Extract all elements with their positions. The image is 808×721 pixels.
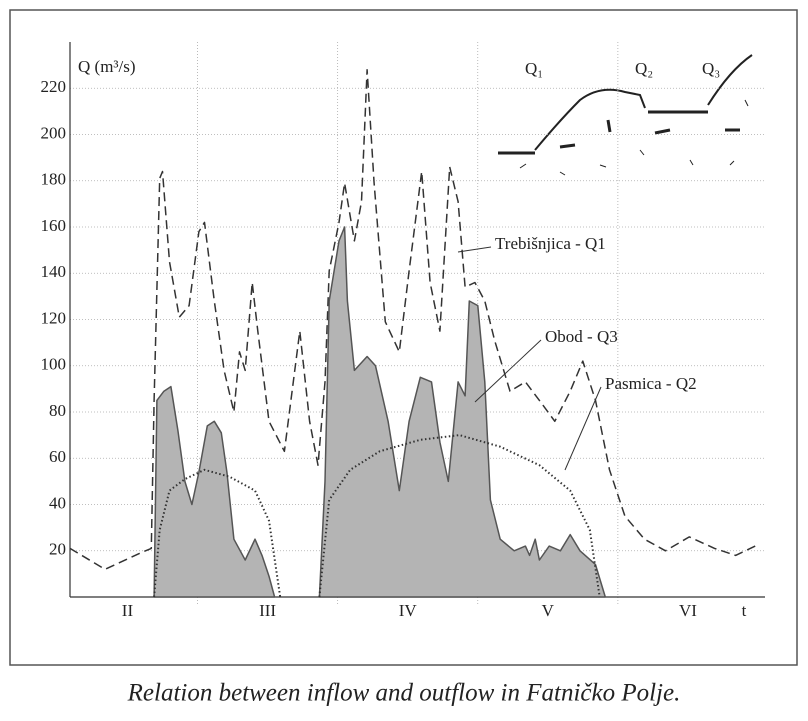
y-tick-label: 180 [41,170,67,189]
inset-label: Q₃ [702,59,720,78]
inset-label: Q₁ [525,59,543,78]
y-tick-label: 160 [41,216,67,235]
caption: Relation between inflow and outflow in F… [127,680,681,707]
series-label: Pasmica - Q2 [605,374,697,393]
chart: Q (m³/s) Relation between inflow and out… [0,0,808,716]
leader-line [475,340,541,402]
x-tick-label: t [742,601,747,620]
series-label: Obod - Q3 [545,327,618,346]
inset-label: Q₂ [635,59,653,78]
leader-line [565,387,601,470]
y-tick-label: 220 [41,77,67,96]
x-tick-label: III [259,601,276,620]
y-tick-label: 40 [49,493,66,512]
series-area [154,227,605,597]
x-tick-label: II [122,601,134,620]
y-tick-label: 80 [49,401,66,420]
y-tick-label: 60 [49,447,66,466]
x-tick-label: VI [679,601,697,620]
y-tick-label: 200 [41,123,67,142]
y-tick-label: 140 [41,262,67,281]
series-label: Trebišnjica - Q1 [495,234,606,253]
leader-line [458,247,491,252]
page: Q (m³/s) Relation between inflow and out… [0,0,808,721]
y-tick-label: 120 [41,308,67,327]
y-axis-title: Q (m³/s) [78,57,136,76]
y-tick-label: 100 [41,355,67,374]
x-tick-label: V [542,601,555,620]
x-tick-label: IV [399,601,418,620]
y-tick-label: 20 [49,540,66,559]
